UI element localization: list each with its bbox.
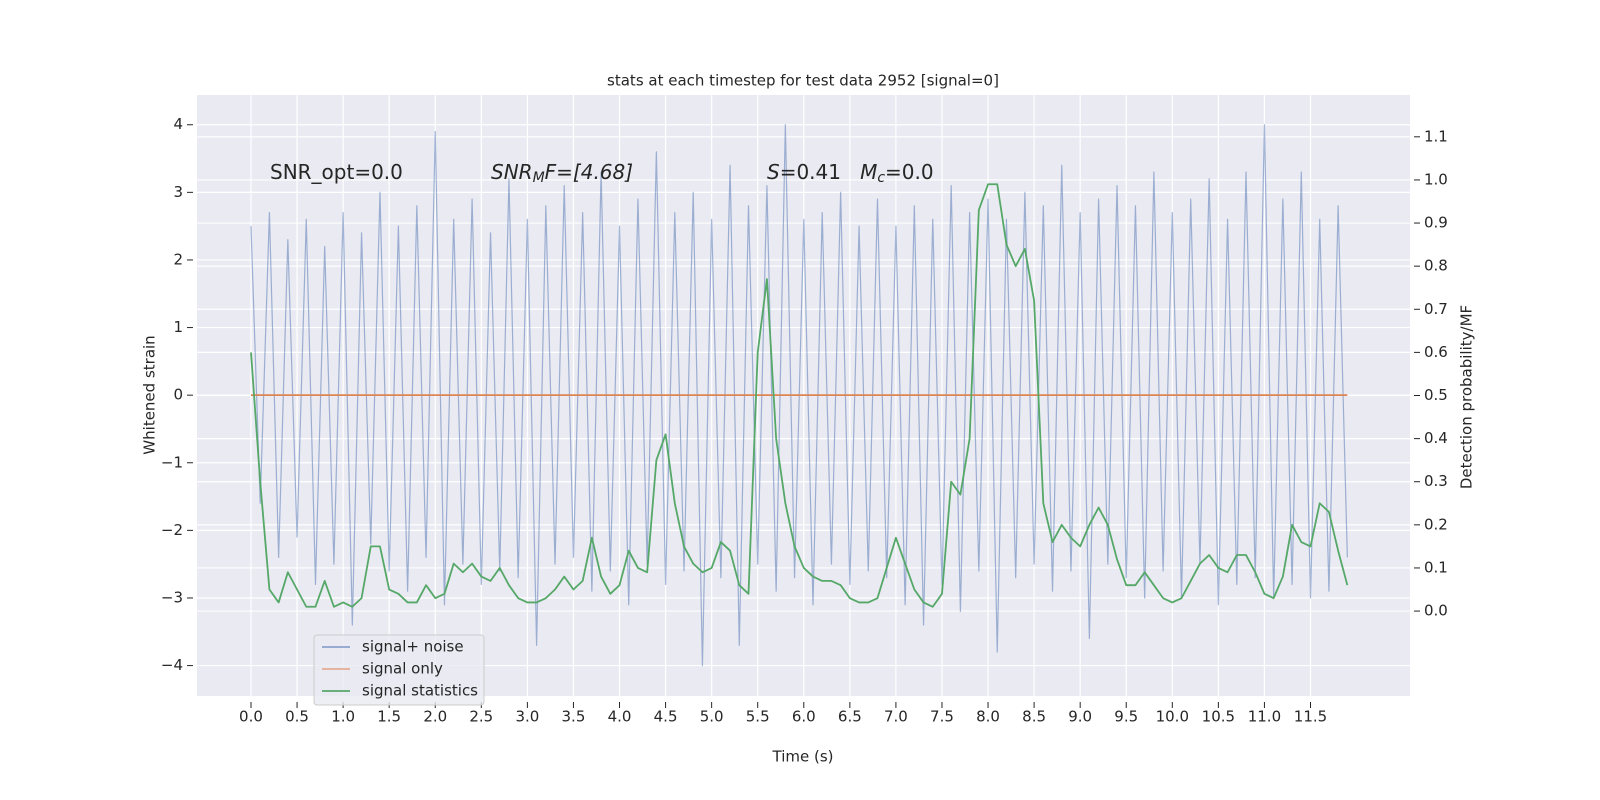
legend-label: signal+ noise xyxy=(362,638,464,656)
annotation-text: F=[4.68] xyxy=(545,160,633,184)
x-tick-label: 7.5 xyxy=(930,708,954,726)
y2-tick-label: 0.8 xyxy=(1424,257,1448,275)
y2-tick-label: 0.9 xyxy=(1424,214,1448,232)
y-axis-label: Whitened strain xyxy=(141,335,159,454)
y-tick-label: 0 xyxy=(173,386,183,404)
y2-tick-label: 0.6 xyxy=(1424,343,1448,361)
y-tick-label: −3 xyxy=(161,588,183,606)
x-tick-label: 0.5 xyxy=(285,708,309,726)
series-line xyxy=(250,183,1349,608)
x-tick-label: 11.5 xyxy=(1294,708,1327,726)
y2-tick-label: 1.0 xyxy=(1424,170,1448,188)
annotation: SNR_opt=0.0 xyxy=(270,160,403,184)
y2-tick-label: 0.1 xyxy=(1424,558,1448,576)
annotation-subscript: c xyxy=(877,170,885,186)
x-tick-label: 11.0 xyxy=(1248,708,1281,726)
x-tick-label: 2.0 xyxy=(423,708,447,726)
legend: signal+ noise signal only signal statistic… xyxy=(313,634,485,706)
x-tick-label: 3.5 xyxy=(562,708,586,726)
series-line xyxy=(250,124,1348,667)
y-tick-label: 4 xyxy=(173,115,183,133)
x-tick-label: 1.0 xyxy=(331,708,355,726)
x-tick-label: 5.5 xyxy=(746,708,770,726)
y-tick-label: −1 xyxy=(161,453,183,471)
x-tick-label: 6.0 xyxy=(792,708,816,726)
legend-label: signal statistics xyxy=(362,682,478,700)
annotation-text: SNR xyxy=(491,160,533,184)
x-tick-label: 8.0 xyxy=(976,708,1000,726)
x-tick-label: 4.0 xyxy=(608,708,632,726)
y-tick-label: −4 xyxy=(161,656,183,674)
annotation-text: =0.0 xyxy=(885,160,934,184)
y2-tick-label: 0.0 xyxy=(1424,602,1448,620)
x-tick-label: 9.5 xyxy=(1114,708,1138,726)
y2-tick-label: 0.7 xyxy=(1424,300,1448,318)
y2-tick-label: 1.1 xyxy=(1424,127,1448,145)
annotation-text: M xyxy=(860,160,877,184)
x-tick-label: 10.0 xyxy=(1156,708,1189,726)
y2-tick-label: 0.4 xyxy=(1424,429,1448,447)
x-tick-label: 4.5 xyxy=(654,708,678,726)
annotation: SNRMF=[4.68] xyxy=(491,160,633,187)
annotation-text: S xyxy=(767,160,780,184)
x-tick-label: 8.5 xyxy=(1022,708,1046,726)
x-tick-label: 5.0 xyxy=(700,708,724,726)
annotation-subscript: M xyxy=(533,170,545,186)
annotation-text: SNR_opt=0.0 xyxy=(270,160,403,184)
y2-tick-label: 0.5 xyxy=(1424,386,1448,404)
legend-box xyxy=(313,634,485,706)
x-axis-label: Time (s) xyxy=(772,748,834,766)
marks xyxy=(250,124,1349,667)
y-tick-label: −2 xyxy=(161,521,183,539)
x-tick-label: 1.5 xyxy=(377,708,401,726)
y2-tick-label: 0.2 xyxy=(1424,515,1448,533)
y-tick-label: 2 xyxy=(173,250,183,268)
annotation-text: =0.41 xyxy=(780,160,860,184)
y-tick-label: 1 xyxy=(173,318,183,336)
y2-axis-label: Detection probability/MF xyxy=(1458,305,1476,489)
x-tick-label: 7.0 xyxy=(884,708,908,726)
x-tick-label: 3.0 xyxy=(515,708,539,726)
x-tick-label: 9.0 xyxy=(1068,708,1092,726)
x-tick-label: 6.5 xyxy=(838,708,862,726)
y-tick-label: 3 xyxy=(173,183,183,201)
x-tick-label: 0.0 xyxy=(239,708,263,726)
legend-label: signal only xyxy=(362,660,443,678)
chart-title: stats at each timestep for test data 295… xyxy=(607,72,999,90)
x-tick-label: 10.5 xyxy=(1202,708,1235,726)
y2-tick-label: 0.3 xyxy=(1424,472,1448,490)
x-tick-label: 2.5 xyxy=(469,708,493,726)
annotation: S=0.41 Mc=0.0 xyxy=(767,160,934,187)
